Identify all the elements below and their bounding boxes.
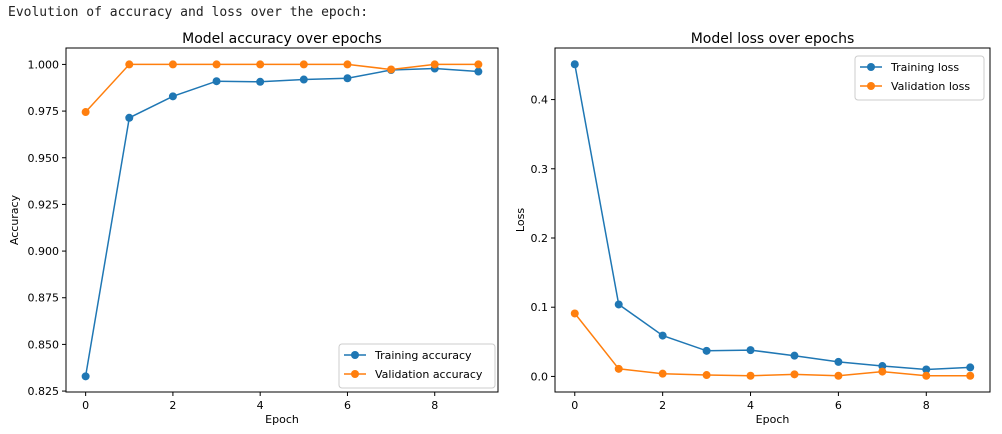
chart-1-ytick-label: 0.4: [531, 94, 549, 107]
chart-0-ytick-label: 0.975: [28, 105, 60, 118]
chart-0-xlabel: Epoch: [265, 413, 299, 426]
chart-1-series-1-point: [658, 369, 667, 378]
chart-0-series-0-point: [212, 77, 221, 86]
chart-0-series-0-point: [125, 113, 134, 122]
chart-1-ytick-label: 0.2: [531, 232, 549, 245]
chart-0-series-0-point: [168, 92, 177, 101]
chart-0-series-1-point: [256, 60, 265, 69]
chart-0-ytick-label: 0.875: [28, 292, 60, 305]
chart-0-xtick-label: 8: [431, 399, 438, 412]
chart-1-xlabel: Epoch: [756, 413, 790, 426]
chart-1-series-0-line: [574, 64, 971, 371]
chart-1-series-1-point: [834, 371, 843, 380]
chart-1-xtick-label: 2: [659, 399, 666, 412]
chart-1-xtick-label: 8: [923, 399, 930, 412]
chart-1-ytick-label: 0.0: [531, 370, 549, 383]
chart-0-ytick-label: 0.950: [28, 152, 60, 165]
chart-1-series-0-point: [922, 365, 931, 374]
chart-0-series-1-point: [125, 60, 134, 69]
chart-1-series-0-point: [570, 60, 579, 69]
chart-0-xtick-label: 6: [344, 399, 351, 412]
chart-1-legend-box: [854, 55, 985, 101]
output-caption: Evolution of accuracy and loss over the …: [8, 5, 369, 20]
chart-1-series-1-point: [878, 367, 887, 376]
chart-1-legend-swatch-marker: [867, 82, 875, 90]
chart-0-series-1-point: [212, 60, 221, 69]
chart-0-xtick-label: 0: [82, 399, 89, 412]
chart-1-series-1-point: [570, 309, 579, 318]
chart-0-series-1-point: [81, 108, 90, 117]
chart-0-legend-swatch-marker: [351, 370, 359, 378]
chart-0-series-1-point: [387, 65, 396, 74]
chart-0-ylabel: Accuracy: [8, 194, 21, 245]
chart-1-series-1-point: [790, 370, 799, 379]
chart-1-series-1-line: [574, 312, 971, 377]
chart-1-xtick-label: 0: [571, 399, 578, 412]
chart-1-xtick-label: 6: [835, 399, 842, 412]
chart-1-series-1-point: [702, 371, 711, 380]
chart-0-series-0-point: [299, 75, 308, 84]
chart-1-series-0-point: [878, 362, 887, 371]
chart-1-axes-frame: [554, 47, 991, 393]
chart-1-series-0-point: [658, 331, 667, 340]
chart-1-series-0-point: [834, 357, 843, 366]
chart-0-ytick-label: 0.825: [28, 385, 60, 398]
chart-1-ytick-label: 0.3: [531, 163, 549, 176]
chart-0-ytick-label: 0.850: [28, 338, 60, 351]
chart-0-title: Model accuracy over epochs: [182, 31, 382, 47]
chart-1-series-1-point: [966, 371, 975, 380]
chart-1-series-1-point: [614, 364, 623, 373]
chart-0-series-1-point: [168, 60, 177, 69]
chart-1-series-0-point: [702, 346, 711, 355]
chart-0-series-1-point: [343, 60, 352, 69]
chart-1-title: Model loss over epochs: [691, 31, 855, 47]
chart-0-series-1-point: [474, 60, 483, 69]
chart-0-series-0-line: [84, 67, 479, 377]
chart-1-series-0-point: [966, 363, 975, 372]
chart-0-ytick-label: 0.900: [28, 245, 60, 258]
chart-0-series-0-point: [474, 67, 483, 76]
chart-1-legend-swatch-marker: [867, 63, 875, 71]
chart-1-ytick-label: 0.1: [531, 301, 549, 314]
chart-0-axes-frame: [65, 47, 499, 393]
chart-0-series-0-point: [81, 372, 90, 381]
chart-0-ytick-label: 1.000: [28, 58, 60, 71]
chart-0-series-0-point: [256, 77, 265, 86]
chart-1-series-1-point: [922, 371, 931, 380]
chart-0-legend-label: Training accuracy: [374, 349, 472, 362]
chart-1-xtick-label: 4: [747, 399, 754, 412]
chart-0-xtick-label: 2: [169, 399, 176, 412]
chart-0-series-1-point: [430, 60, 439, 69]
chart-1-ylabel: Loss: [514, 208, 527, 232]
chart-0-legend-swatch-marker: [351, 351, 359, 359]
chart-1-series-0-point: [790, 351, 799, 360]
chart-1-legend-label: Validation loss: [891, 80, 970, 93]
chart-0-series-1-line: [85, 63, 479, 113]
chart-0-series-0-point: [343, 74, 352, 83]
chart-0-xtick-label: 4: [257, 399, 264, 412]
chart-0-series-1-point: [299, 60, 308, 69]
chart-1-series-0-point: [614, 300, 623, 309]
chart-1-legend-label: Training loss: [890, 61, 959, 74]
chart-1-series-0-point: [746, 346, 755, 355]
chart-0-ytick-label: 0.925: [28, 198, 60, 211]
chart-0-legend-box: [338, 343, 496, 389]
chart-1-series-1-point: [746, 371, 755, 380]
chart-0-legend-label: Validation accuracy: [375, 368, 483, 381]
